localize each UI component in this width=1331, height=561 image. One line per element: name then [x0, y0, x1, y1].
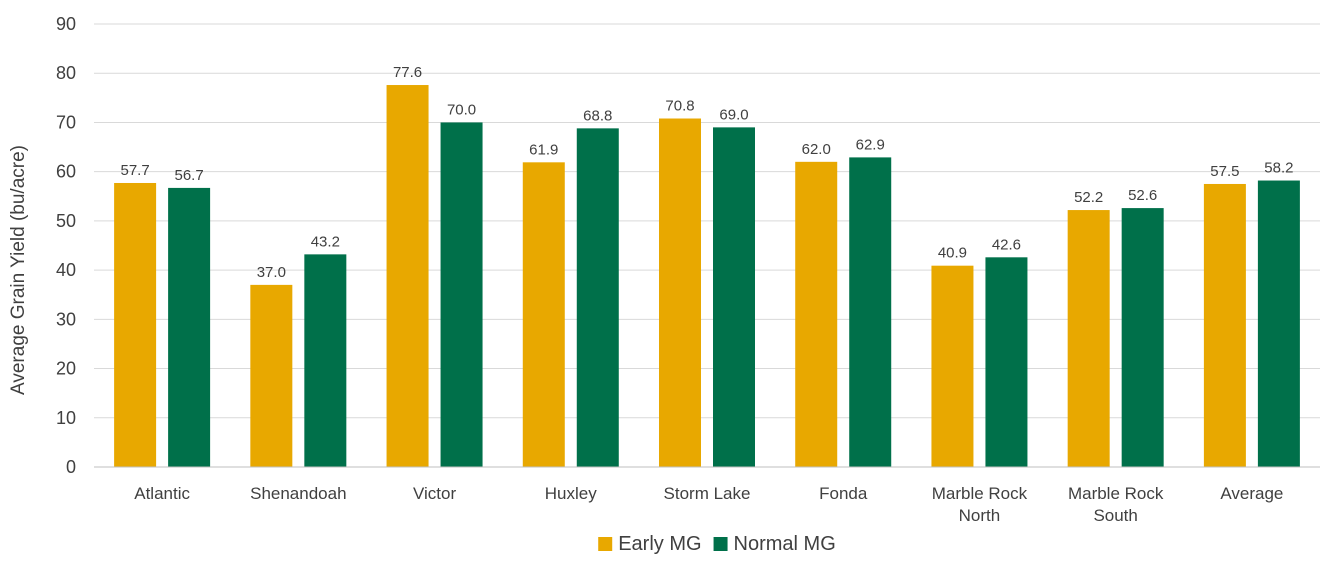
data-label: 70.0	[447, 101, 476, 118]
x-category-label: Storm Lake	[664, 484, 751, 503]
bar-early-mg	[250, 284, 293, 467]
bar-early-mg	[1203, 183, 1246, 467]
bar-early-mg	[114, 182, 157, 467]
y-tick-label: 70	[56, 112, 76, 132]
bar-early-mg	[795, 161, 838, 468]
data-label: 52.2	[1074, 189, 1103, 206]
bar-normal-mg	[713, 127, 755, 467]
x-category-label: Average	[1220, 484, 1283, 503]
legend-label: Normal MG	[734, 533, 836, 555]
data-label: 69.0	[719, 106, 748, 123]
x-category-label: Marble Rock South	[1068, 484, 1164, 525]
y-tick-label: 60	[56, 162, 76, 182]
bar-early-mg	[1067, 210, 1110, 467]
legend: Early MG Normal MG	[598, 533, 836, 555]
bar-normal-mg	[576, 128, 619, 467]
data-labels: 57.7 56.7 37.0 43.2 77.6 70.0 61.9 68.8 70.8 69.0…	[121, 64, 1294, 281]
data-label: 62.9	[856, 136, 885, 153]
bar-normal-mg	[1257, 180, 1300, 467]
bar-early-mg	[386, 85, 429, 467]
data-label: 37.0	[257, 264, 286, 281]
y-tick-label: 30	[56, 309, 76, 329]
bar-normal-mg	[849, 157, 892, 468]
data-label: 57.7	[121, 162, 150, 179]
bar-normal-mg	[440, 122, 483, 467]
bars	[114, 85, 1300, 468]
y-tick-label: 80	[56, 63, 76, 83]
y-tick-label: 50	[56, 211, 76, 231]
x-category-label: Marble Rock North	[932, 484, 1028, 525]
y-tick-label: 90	[56, 14, 76, 34]
bar-normal-mg	[985, 257, 1028, 467]
x-category-label: Huxley	[545, 484, 597, 503]
x-category-label: Fonda	[819, 484, 868, 503]
bar-normal-mg	[304, 254, 347, 467]
y-tick-label: 0	[66, 457, 76, 477]
bar-normal-mg	[1121, 208, 1164, 467]
y-axis-ticks: 0 10 20 30 40 50 60 70 80 90	[56, 14, 76, 477]
x-category-label: Victor	[413, 484, 456, 503]
x-category-label: Shenandoah	[250, 484, 346, 503]
bar-early-mg	[659, 118, 701, 468]
category-labels: Atlantic Shenandoah Victor Huxley Storm Lake…	[134, 484, 1283, 525]
data-label: 43.2	[311, 233, 340, 250]
y-tick-label: 20	[56, 359, 76, 379]
data-label: 70.8	[665, 98, 694, 115]
data-label: 62.0	[802, 141, 831, 158]
data-label: 68.8	[583, 107, 612, 124]
legend-swatch	[713, 537, 728, 551]
y-tick-label: 10	[56, 408, 76, 428]
legend-label: Early MG	[618, 533, 701, 555]
data-label: 52.6	[1128, 187, 1157, 204]
y-tick-label: 40	[56, 260, 76, 280]
x-category-label: Atlantic	[134, 484, 190, 503]
data-label: 42.6	[992, 236, 1021, 253]
bar-normal-mg	[168, 187, 211, 467]
data-label: 56.7	[175, 167, 204, 184]
bar-early-mg	[522, 162, 565, 467]
legend-swatch	[598, 537, 613, 551]
gridlines	[94, 23, 1320, 419]
bar-early-mg	[931, 265, 974, 467]
y-axis-title: Average Grain Yield (bu/acre)	[8, 145, 29, 395]
data-label: 40.9	[938, 245, 967, 262]
data-label: 61.9	[529, 141, 558, 158]
data-label: 57.5	[1210, 163, 1239, 180]
data-label: 58.2	[1264, 160, 1293, 177]
data-label: 77.6	[393, 64, 422, 81]
